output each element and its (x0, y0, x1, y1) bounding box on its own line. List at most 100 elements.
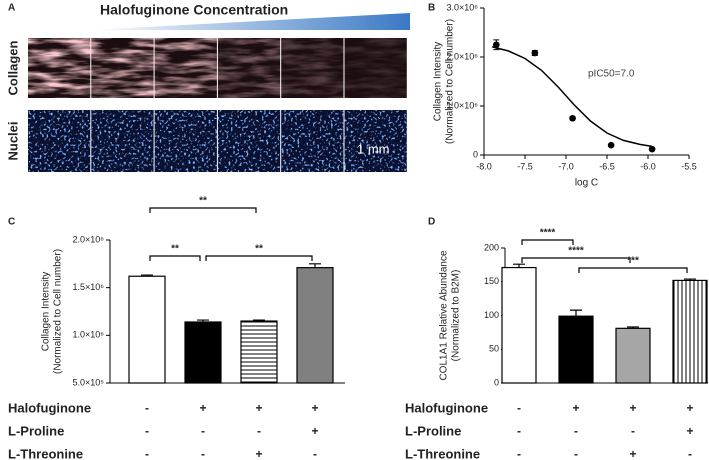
bar (501, 266, 537, 384)
significance-bracket (205, 255, 313, 261)
collagen-texture (28, 38, 91, 98)
condition-sign: + (629, 401, 636, 415)
y-tick-label: 0 (473, 149, 478, 159)
micrographs (28, 38, 407, 172)
bar (296, 267, 334, 384)
bar (615, 327, 651, 384)
panel-label: C (8, 217, 15, 228)
condition-sign: - (574, 447, 578, 460)
y-tick-label: 1.5×10⁶ (73, 282, 105, 292)
condition-sign: - (517, 424, 521, 438)
y-tick-label: 1.0×10⁶ (73, 330, 105, 340)
y-tick-label: 2.0×10⁶ (73, 234, 105, 244)
bar (558, 315, 594, 384)
bar (128, 275, 166, 384)
significance-bracket (149, 207, 257, 213)
y-axis-label: (Normalized to Cell number) (445, 19, 456, 144)
data-point (569, 114, 576, 122)
y-tick-label: 100 (484, 310, 499, 320)
y-axis-label: (Normalized to B2M) (451, 270, 462, 362)
nuclei-texture (91, 110, 154, 172)
error-bar (570, 309, 582, 317)
condition-sign: - (517, 447, 521, 460)
fit-curve (492, 46, 653, 148)
condition-name: L-Proline (8, 423, 64, 438)
data-point (648, 145, 656, 153)
condition-sign: - (145, 447, 149, 460)
concentration-wedge (90, 13, 410, 30)
condition-sign: - (257, 424, 261, 438)
condition-sign: + (311, 424, 318, 438)
significance-label: **** (568, 246, 584, 257)
row-label: Collagen (5, 40, 20, 95)
significance-bracket (149, 255, 201, 261)
y-tick-label: 1.0×10⁶ (447, 100, 479, 110)
significance-label: ** (171, 244, 179, 255)
annotation: pIC50=7.0 (588, 69, 635, 80)
condition-name: L-Threonine (405, 446, 480, 460)
panel-title: Halofuginone Concentration (100, 2, 288, 18)
x-tick-label: -5.5 (681, 161, 697, 171)
y-tick-label: 200 (484, 242, 499, 252)
collagen-texture (91, 38, 154, 98)
condition-sign: + (199, 401, 206, 415)
condition-sign: + (686, 424, 693, 438)
condition-sign: + (629, 447, 636, 460)
row-label: Nuclei (5, 121, 20, 160)
condition-sign: - (313, 447, 317, 460)
condition-sign: + (255, 447, 262, 460)
condition-sign: - (574, 424, 578, 438)
y-tick-label: 2.0×10⁶ (447, 51, 479, 61)
error-bar (309, 263, 321, 268)
bar (184, 321, 222, 384)
y-tick-label: 150 (484, 276, 499, 286)
condition-sign: - (517, 401, 521, 415)
y-tick-label: 0 (494, 377, 499, 387)
condition-name: L-Threonine (8, 446, 83, 460)
panel-label: D (428, 217, 435, 228)
condition-sign: - (145, 424, 149, 438)
x-tick-label: -6.5 (599, 161, 615, 171)
condition-sign: + (311, 401, 318, 415)
panel-label: A (8, 3, 15, 14)
collagen-texture (154, 38, 217, 98)
y-tick-label: 3.0×10⁶ (447, 2, 479, 12)
y-tick-label: 50 (489, 344, 499, 354)
nuclei-texture (344, 110, 407, 172)
data-point (531, 49, 539, 57)
x-tick-label: -7.0 (558, 161, 574, 171)
x-tick-label: -7.5 (517, 161, 533, 171)
condition-sign: - (631, 424, 635, 438)
significance-bracket (521, 239, 574, 245)
nuclei-texture (217, 110, 281, 172)
collagen-texture (217, 38, 281, 98)
y-axis-label: (Normalized to Cell number) (53, 249, 64, 374)
condition-name: L-Proline (405, 423, 461, 438)
condition-sign: + (255, 401, 262, 415)
condition-name: Halofuginone (8, 400, 91, 415)
condition-sign: + (686, 401, 693, 415)
significance-label: ** (199, 196, 207, 207)
x-tick-label: -6.0 (640, 161, 656, 171)
condition-sign: - (201, 447, 205, 460)
significance-label: ** (255, 244, 263, 255)
significance-bracket (521, 257, 631, 263)
bar (672, 279, 708, 384)
data-point (607, 141, 615, 149)
scale-bar-label: 1 mm (357, 141, 390, 156)
y-tick-label: 5.0×10⁵ (72, 377, 104, 387)
condition-sign: + (572, 401, 579, 415)
condition-sign: - (688, 447, 692, 460)
significance-label: **** (540, 228, 556, 239)
condition-sign: - (145, 401, 149, 415)
condition-sign: - (201, 424, 205, 438)
condition-name: Halofuginone (405, 400, 488, 415)
collagen-texture (344, 38, 407, 98)
x-tick-label: -8.0 (476, 161, 492, 171)
nuclei-texture (281, 110, 344, 172)
data-point (493, 41, 500, 49)
significance-label: *** (627, 256, 639, 267)
collagen-texture (281, 38, 344, 98)
